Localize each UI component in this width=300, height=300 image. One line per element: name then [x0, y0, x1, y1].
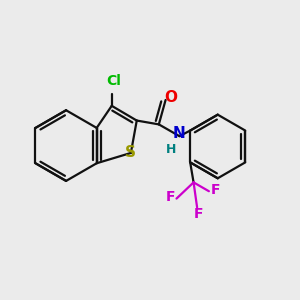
- Text: O: O: [164, 90, 177, 105]
- Text: Cl: Cl: [106, 74, 121, 88]
- Text: F: F: [165, 190, 175, 204]
- Text: F: F: [211, 183, 220, 197]
- Text: N: N: [172, 126, 185, 141]
- Text: F: F: [194, 207, 203, 221]
- Text: H: H: [166, 143, 176, 157]
- Text: S: S: [125, 146, 136, 160]
